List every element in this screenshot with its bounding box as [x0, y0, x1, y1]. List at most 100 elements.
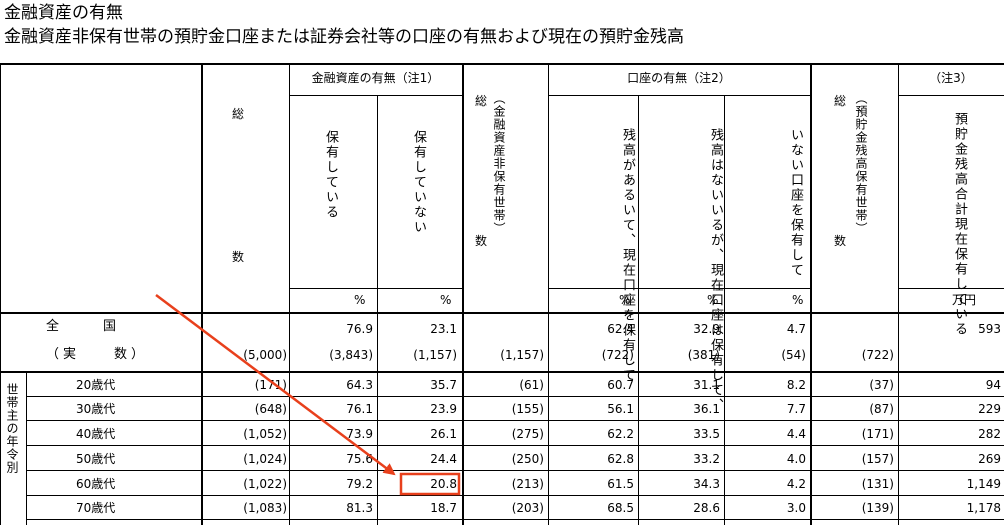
grid-line [898, 95, 1004, 96]
header-nh-paren: （金融資産非保有世帯） [492, 92, 506, 235]
header-total: 総 [232, 107, 245, 121]
row-label: 50歳代 [76, 452, 116, 466]
header-savings-avg: 預貯金残高合計現在保有している [952, 112, 967, 337]
table-cell-have: (3,843) [329, 348, 373, 362]
row-label: 70歳代 [76, 501, 116, 515]
table-cell-bal: 68.5 [607, 501, 634, 515]
table-cell-total: (1,083) [243, 501, 287, 515]
row-label-actual: （実 数） [46, 347, 149, 362]
table-cell-have: 81.3 [346, 501, 373, 515]
table-cell-have: 75.6 [346, 452, 373, 466]
table-cell-total: (648) [254, 402, 287, 416]
table-cell-nothave: 24.4 [430, 452, 457, 466]
grid-line [638, 95, 639, 525]
unit-pct: % [707, 293, 719, 307]
table-cell-sav-total: (722) [861, 348, 894, 362]
table-cell-sav-total: (171) [861, 427, 894, 441]
table-cell-none: 4.4 [786, 427, 806, 441]
table-cell-none: 4.2 [786, 477, 806, 491]
row-label: 20歳代 [76, 378, 116, 392]
grid-line [289, 95, 462, 96]
row-group-label: 世帯主の年令別 [5, 383, 19, 474]
table-cell-bal: 56.1 [607, 402, 634, 416]
table-cell-sav-total: (139) [861, 501, 894, 515]
unit-pct: % [440, 293, 452, 307]
grid-line [548, 63, 549, 525]
header-account-group: 口座の有無（注2） [627, 71, 731, 85]
header-acc-none: いない口座を保有して [788, 128, 803, 278]
table-cell-nothave: 26.1 [430, 427, 457, 441]
table-cell-bal: 61.5 [607, 477, 634, 491]
table-cell-sav-avg: 229 [978, 402, 1001, 416]
grid-line [0, 312, 1004, 314]
table-cell-nobal: 34.3 [693, 477, 720, 491]
unit-pct: % [354, 293, 366, 307]
table-cell-nothave: 23.1 [430, 322, 457, 336]
header-sav-paren: （預貯金残高保有世帯） [854, 92, 868, 235]
table-cell-total: (5,000) [243, 348, 287, 362]
table-cell-have: 73.9 [346, 427, 373, 441]
table-cell-have: 79.2 [346, 477, 373, 491]
table-cell-bal: 62.2 [607, 427, 634, 441]
grid-line [462, 63, 464, 525]
table-cell-total: (1,022) [243, 477, 287, 491]
header-asset-nothave: 保有していない [411, 130, 426, 235]
table-cell-none: 8.2 [786, 378, 806, 392]
grid-line [26, 396, 1004, 397]
header-sav-total: 総 [834, 94, 847, 108]
row-label-national: 全 国 [46, 319, 123, 334]
title-line-2: 金融資産非保有世帯の預貯金口座または証券会社等の口座の有無および現在の預貯金残高 [4, 27, 684, 47]
table-cell-sav-avg: 1,149 [966, 477, 1001, 491]
table-cell-sav-total: (157) [861, 452, 894, 466]
table-cell-total: (1,052) [243, 427, 287, 441]
table-cell-total: (1,024) [243, 452, 287, 466]
header-nh-total-sub: 数 [475, 234, 488, 248]
table-cell-bal: 62.4 [607, 322, 634, 336]
table-cell-have: 76.1 [346, 402, 373, 416]
table-cell-nothave: (1,157) [413, 348, 457, 362]
grid-line [548, 288, 810, 289]
unit-yen: 万円 [952, 293, 977, 307]
header-total-sub: 数 [232, 250, 245, 264]
table-cell-none: (54) [781, 348, 806, 362]
grid-line [26, 445, 1004, 446]
grid-line [26, 470, 1004, 471]
grid-line [0, 63, 1004, 65]
grid-line [0, 63, 1, 525]
annotation-arrow [155, 294, 396, 476]
header-nh-total: 総 [475, 94, 488, 108]
grid-line [26, 495, 1004, 496]
header-note3: （注3） [929, 71, 973, 85]
table-cell-nh-total: (1,157) [500, 348, 544, 362]
header-sav-total-sub: 数 [834, 234, 847, 248]
table-cell-nobal: 31.1 [693, 378, 720, 392]
table-cell-bal: 62.8 [607, 452, 634, 466]
table-cell-sav-total: (87) [869, 402, 894, 416]
row-label: 60歳代 [76, 477, 116, 491]
table-cell-sav-total: (37) [869, 378, 894, 392]
table-cell-nh-total: (155) [511, 402, 544, 416]
table-cell-sav-avg: 282 [978, 427, 1001, 441]
table-cell-nobal: 33.2 [693, 452, 720, 466]
table-cell-bal: (722) [601, 348, 634, 362]
table-cell-nothave: 35.7 [430, 378, 457, 392]
table-cell-sav-avg: 1,178 [966, 501, 1001, 515]
table-cell-nobal: 33.5 [693, 427, 720, 441]
table-cell-nobal: 28.6 [693, 501, 720, 515]
title-line-1: 金融資産の有無 [4, 3, 123, 23]
table-cell-bal: 60.7 [607, 378, 634, 392]
table-cell-none: 4.0 [786, 452, 806, 466]
table-cell-nh-total: (213) [511, 477, 544, 491]
table-cell-nobal: 32.9 [693, 322, 720, 336]
table-cell-nh-total: (275) [511, 427, 544, 441]
grid-line [26, 372, 27, 525]
table-cell-none: 3.0 [786, 501, 806, 515]
table-cell-sav-avg: 593 [978, 322, 1001, 336]
table-cell-have: 76.9 [346, 322, 373, 336]
table-cell-have: 64.3 [346, 378, 373, 392]
header-asset-group: 金融資産の有無（注1） [311, 71, 440, 85]
table-cell-sav-avg: 269 [978, 452, 1001, 466]
unit-pct: % [619, 293, 631, 307]
table-cell-sav-avg: 94 [985, 378, 1001, 392]
